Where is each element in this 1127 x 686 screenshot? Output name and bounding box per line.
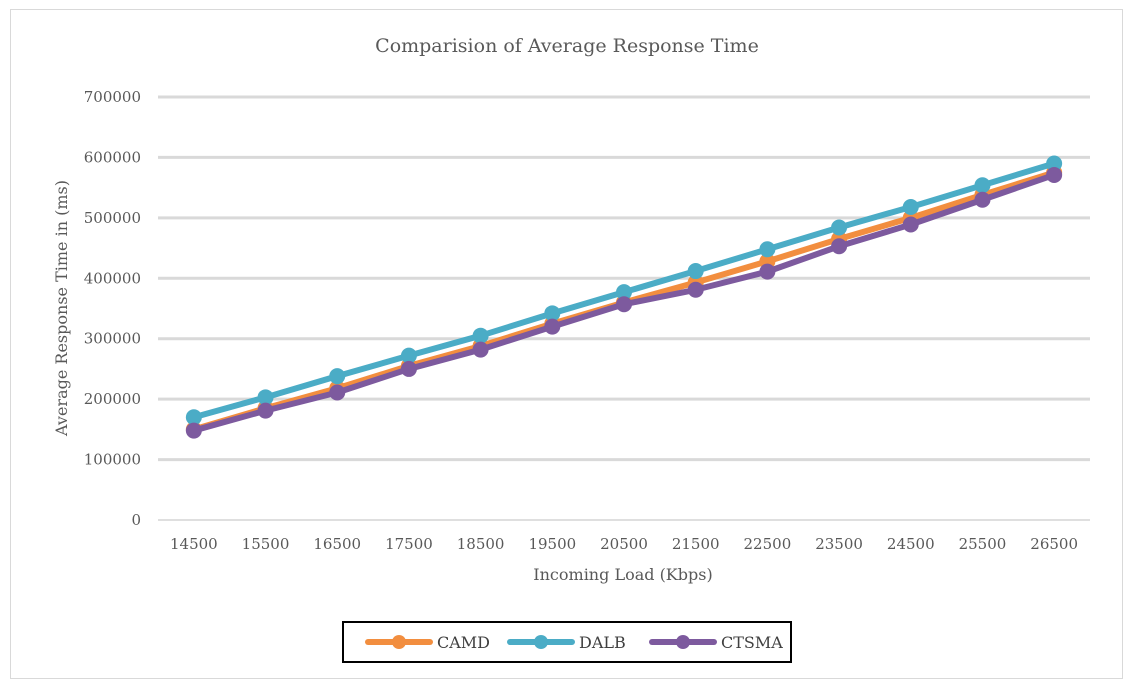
x-tick-label: 21500: [672, 535, 720, 553]
data-point: [329, 368, 346, 385]
y-axis-ticks: 0 100000 200000 300000 400000 500000 600000 700…: [84, 88, 141, 529]
legend-label: DALB: [579, 633, 626, 652]
data-point: [544, 318, 561, 335]
series-ctsma: [185, 166, 1063, 439]
legend-swatch-marker: [676, 635, 690, 649]
data-point: [329, 384, 346, 401]
data-point: [1046, 155, 1063, 172]
data-point: [759, 241, 776, 258]
y-tick-label: 400000: [84, 269, 141, 287]
legend-swatch-marker: [534, 635, 548, 649]
y-tick-label: 0: [131, 511, 141, 529]
data-point: [831, 238, 848, 255]
x-tick-label: 25500: [959, 535, 1007, 553]
data-point: [257, 389, 274, 406]
chart-frame: [10, 9, 1123, 679]
x-tick-label: 19500: [528, 535, 576, 553]
data-point: [472, 341, 489, 358]
data-point: [759, 263, 776, 280]
x-tick-label: 14500: [170, 535, 218, 553]
data-point: [974, 177, 991, 194]
data-point: [400, 347, 417, 364]
legend-item-dalb: DALB: [507, 633, 626, 652]
data-point: [974, 191, 991, 208]
data-point: [902, 198, 919, 215]
x-axis-label: Incoming Load (Kbps): [533, 565, 712, 584]
data-point: [400, 360, 417, 377]
y-tick-label: 700000: [84, 88, 141, 106]
x-tick-label: 26500: [1030, 535, 1078, 553]
chart-title: Comparision of Average Response Time: [375, 35, 759, 57]
series-dalb: [185, 155, 1063, 426]
x-tick-label: 15500: [242, 535, 290, 553]
y-tick-label: 100000: [84, 451, 141, 469]
x-tick-label: 16500: [313, 535, 361, 553]
x-tick-label: 17500: [385, 535, 433, 553]
y-axis-label: Average Response Time in (ms): [52, 180, 71, 437]
data-point: [902, 216, 919, 233]
x-tick-label: 22500: [744, 535, 792, 553]
data-point: [1046, 166, 1063, 183]
data-point: [616, 284, 632, 301]
x-tick-label: 18500: [457, 535, 505, 553]
data-point: [616, 296, 632, 313]
x-axis-ticks: 14500 15500 16500 17500 18500 19500 20500 21500…: [170, 535, 1078, 553]
data-point: [185, 409, 202, 426]
y-tick-label: 500000: [84, 209, 141, 227]
y-tick-label: 300000: [84, 330, 141, 348]
data-point: [472, 327, 489, 344]
data-point: [687, 263, 704, 280]
data-point: [185, 422, 202, 439]
x-tick-label: 24500: [887, 535, 935, 553]
legend: CAMD DALB CTSMA: [342, 621, 792, 663]
x-tick-label: 23500: [815, 535, 863, 553]
legend-swatch-marker: [392, 635, 406, 649]
data-point: [687, 281, 704, 298]
data-point: [831, 219, 848, 236]
x-tick-label: 20500: [600, 535, 648, 553]
legend-label: CAMD: [437, 633, 490, 652]
legend-item-camd: CAMD: [365, 633, 490, 652]
series-group: [185, 155, 1063, 439]
y-tick-label: 200000: [84, 390, 141, 408]
data-point: [544, 305, 561, 322]
legend-item-ctsma: CTSMA: [649, 633, 783, 652]
data-point: [257, 402, 274, 419]
y-tick-label: 600000: [84, 148, 141, 166]
legend-label: CTSMA: [721, 633, 783, 652]
